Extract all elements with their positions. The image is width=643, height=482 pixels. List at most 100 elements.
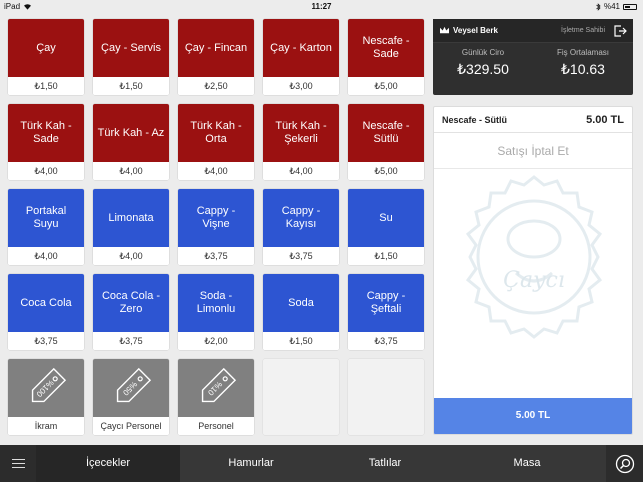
user-card: Veysel Berk İşletme Sahibi Günlük Ciro ₺… xyxy=(433,19,633,95)
bluetooth-icon xyxy=(596,2,601,11)
product-name: Coca Cola - Zero xyxy=(93,274,169,332)
product-tile-turk-kah-sade[interactable]: Türk Kah - Sade ₺4,00 xyxy=(8,104,84,180)
discount-tile-ikram[interactable]: %100 İkram xyxy=(8,359,84,435)
tab-hamurlar[interactable]: Hamurlar xyxy=(228,457,274,469)
product-name: Coca Cola xyxy=(8,274,84,332)
product-tile-portakal-suyu[interactable]: Portakal Suyu ₺4,00 xyxy=(8,189,84,265)
product-tile-soda[interactable]: Soda ₺1,50 xyxy=(263,274,339,350)
logout-icon[interactable] xyxy=(613,24,627,38)
product-price: ₺1,50 xyxy=(348,247,424,265)
empty-tile xyxy=(263,359,339,435)
user-name: Veysel Berk xyxy=(453,26,498,35)
product-tile-turk-kah-orta[interactable]: Türk Kah - Orta ₺4,00 xyxy=(178,104,254,180)
product-name: Cappy - Şeftali xyxy=(348,274,424,332)
discount-tile-personel[interactable]: %10 Personel xyxy=(178,359,254,435)
product-price: ₺5,00 xyxy=(348,162,424,180)
product-price: ₺3,75 xyxy=(348,332,424,350)
tag-icon: %10 xyxy=(201,367,237,403)
discount-tag: %10 xyxy=(178,359,254,417)
product-tile-cay-karton[interactable]: Çay - Karton ₺3,00 xyxy=(263,19,339,95)
discount-tile-cayci-personel[interactable]: %50 Çaycı Personel xyxy=(93,359,169,435)
product-name: Cappy - Kayısı xyxy=(263,189,339,247)
product-price: ₺3,75 xyxy=(8,332,84,350)
menu-icon xyxy=(11,459,25,468)
discount-tag: %100 xyxy=(8,359,84,417)
product-name: Türk Kah - Orta xyxy=(178,104,254,162)
product-price: ₺2,50 xyxy=(178,77,254,95)
status-bar: iPad 11:27 %41 xyxy=(0,0,643,13)
product-tile-nescafe-sade[interactable]: Nescafe - Sade ₺5,00 xyxy=(348,19,424,95)
product-price: ₺3,75 xyxy=(178,247,254,265)
product-tile-cappy-kayisi[interactable]: Cappy - Kayısı ₺3,75 xyxy=(263,189,339,265)
discount-name: Personel xyxy=(178,417,254,435)
product-name: Nescafe - Sütlü xyxy=(348,104,424,162)
product-name: Çay - Karton xyxy=(263,19,339,77)
product-name: Cappy - Vişne xyxy=(178,189,254,247)
tab-icecekler[interactable]: İçecekler xyxy=(36,445,180,482)
product-name: Su xyxy=(348,189,424,247)
product-tile-cappy-seftali[interactable]: Cappy - Şeftali ₺3,75 xyxy=(348,274,424,350)
product-price: ₺3,75 xyxy=(93,332,169,350)
product-tile-cay-servis[interactable]: Çay - Servis ₺1,50 xyxy=(93,19,169,95)
tag-icon: %50 xyxy=(116,367,152,403)
user-role: İşletme Sahibi xyxy=(561,27,605,34)
receipt-item[interactable]: Nescafe - Sütlü 5.00 TL xyxy=(434,107,632,133)
battery-icon xyxy=(623,3,637,10)
logo-watermark: Çaycı xyxy=(465,175,603,339)
product-price: ₺4,00 xyxy=(8,247,84,265)
checkout-total-button[interactable]: 5.00 TL xyxy=(434,398,632,434)
product-tile-cay-fincan[interactable]: Çay - Fincan ₺2,50 xyxy=(178,19,254,95)
product-name: Nescafe - Sade xyxy=(348,19,424,77)
battery-percent: %41 xyxy=(603,2,620,11)
clock: 11:27 xyxy=(311,2,332,11)
discount-tag: %50 xyxy=(93,359,169,417)
product-name: Soda - Limonlu xyxy=(178,274,254,332)
empty-tile xyxy=(348,359,424,435)
product-tile-cappy-visne[interactable]: Cappy - Vişne ₺3,75 xyxy=(178,189,254,265)
product-tile-coca-cola-zero[interactable]: Coca Cola - Zero ₺3,75 xyxy=(93,274,169,350)
product-tile-nescafe-sutlu[interactable]: Nescafe - Sütlü ₺5,00 xyxy=(348,104,424,180)
svg-text:Çaycı: Çaycı xyxy=(503,268,565,293)
product-tile-coca-cola[interactable]: Coca Cola ₺3,75 xyxy=(8,274,84,350)
discount-name: Çaycı Personel xyxy=(93,417,169,435)
product-price: ₺4,00 xyxy=(93,162,169,180)
receipt-item-name: Nescafe - Sütlü xyxy=(442,115,508,125)
product-price: ₺4,00 xyxy=(178,162,254,180)
cancel-sale-button[interactable]: Satışı İptal Et xyxy=(434,133,632,169)
receipt-panel: Nescafe - Sütlü 5.00 TL Satışı İptal Et … xyxy=(433,106,633,435)
product-price: ₺4,00 xyxy=(8,162,84,180)
search-button[interactable] xyxy=(606,445,643,482)
search-icon xyxy=(615,454,634,473)
product-tile-cay[interactable]: Çay ₺1,50 xyxy=(8,19,84,95)
product-name: Çay xyxy=(8,19,84,77)
daily-revenue: Günlük Ciro ₺329.50 xyxy=(433,48,533,78)
product-price: ₺3,75 xyxy=(263,247,339,265)
product-price: ₺1,50 xyxy=(8,77,84,95)
bottom-tab-bar: İçecekler Hamurlar Tatlılar Masa xyxy=(0,445,643,482)
product-tile-soda-limonlu[interactable]: Soda - Limonlu ₺2,00 xyxy=(178,274,254,350)
crown-icon xyxy=(440,26,449,34)
product-name: Çay - Fincan xyxy=(178,19,254,77)
device-label: iPad xyxy=(4,2,21,11)
menu-button[interactable] xyxy=(0,445,36,482)
receipt-item-price: 5.00 TL xyxy=(586,114,624,126)
product-name: Çay - Servis xyxy=(93,19,169,77)
receipt-average: Fiş Ortalaması ₺10.63 xyxy=(533,48,633,78)
product-price: ₺5,00 xyxy=(348,77,424,95)
product-tile-turk-kah-sekerli[interactable]: Türk Kah - Şekerli ₺4,00 xyxy=(263,104,339,180)
product-price: ₺4,00 xyxy=(93,247,169,265)
product-name: Türk Kah - Sade xyxy=(8,104,84,162)
product-name: Türk Kah - Şekerli xyxy=(263,104,339,162)
product-tile-limonata[interactable]: Limonata ₺4,00 xyxy=(93,189,169,265)
tab-tatlilar[interactable]: Tatlılar xyxy=(368,457,402,469)
receipt-average-value: ₺10.63 xyxy=(561,61,605,77)
tab-masa[interactable]: Masa xyxy=(513,457,541,469)
product-tile-turk-kah-az[interactable]: Türk Kah - Az ₺4,00 xyxy=(93,104,169,180)
product-name: Soda xyxy=(263,274,339,332)
product-tile-su[interactable]: Su ₺1,50 xyxy=(348,189,424,265)
product-name: Türk Kah - Az xyxy=(93,104,169,162)
product-price: ₺2,00 xyxy=(178,332,254,350)
product-price: ₺1,50 xyxy=(263,332,339,350)
product-name: Limonata xyxy=(93,189,169,247)
product-price: ₺4,00 xyxy=(263,162,339,180)
